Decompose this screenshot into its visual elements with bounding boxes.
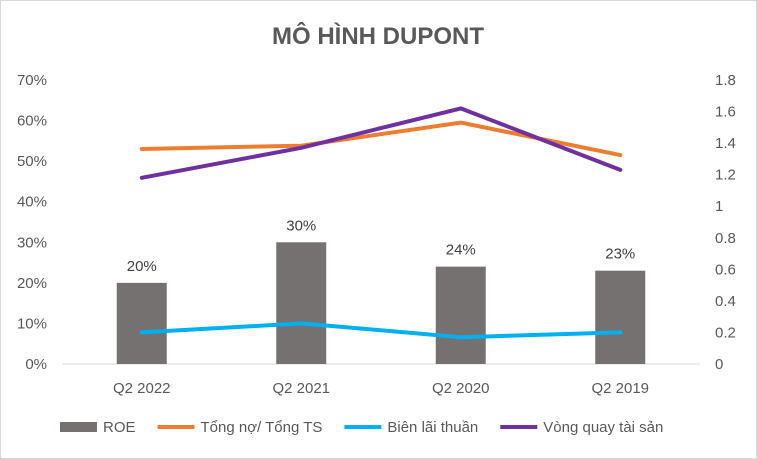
roe-bars: 20% 30% 24% 23% <box>116 217 646 364</box>
right-tick-label: 1.2 <box>715 167 736 184</box>
chart-title: MÔ HÌNH DUPONT <box>272 22 484 50</box>
right-tick-label: 0 <box>715 356 723 373</box>
line-series <box>139 106 623 340</box>
left-tick-label: 30% <box>17 234 47 251</box>
x-axis-ticks: Q2 2022 Q2 2021 Q2 2020 Q2 2019 <box>113 380 649 397</box>
legend-label: Tổng nợ/ Tổng TS <box>201 419 323 436</box>
left-axis-ticks: 0% 10% 20% 30% 40% 50% 60% 70% <box>17 72 47 373</box>
legend-label: Vòng quay tài sản <box>543 419 663 436</box>
right-tick-label: 0.8 <box>715 230 736 247</box>
legend-swatch-bar <box>60 422 97 432</box>
roe-data-label: 20% <box>127 258 157 275</box>
right-tick-label: 1 <box>715 198 723 215</box>
x-tick-label: Q2 2020 <box>432 380 490 397</box>
line-vong-quay-tai-san <box>139 106 623 180</box>
right-tick-label: 0.4 <box>715 293 736 310</box>
left-tick-label: 50% <box>17 153 47 170</box>
line-bien-lai-thuan <box>139 321 623 340</box>
x-tick-label: Q2 2022 <box>113 380 171 397</box>
right-tick-label: 1.4 <box>715 135 736 152</box>
left-tick-label: 60% <box>17 113 47 130</box>
legend-label: Biên lãi thuần <box>387 419 478 436</box>
left-tick-label: 40% <box>17 194 47 211</box>
roe-data-label: 24% <box>446 242 476 259</box>
left-tick-label: 0% <box>25 356 47 373</box>
left-tick-label: 10% <box>17 315 47 332</box>
roe-bar <box>116 282 167 364</box>
roe-bar <box>435 266 486 364</box>
roe-data-label: 23% <box>605 246 635 263</box>
roe-bar <box>595 270 646 364</box>
left-tick-label: 20% <box>17 275 47 292</box>
right-tick-label: 1.8 <box>715 72 736 89</box>
right-axis-ticks: 0 0.2 0.4 0.6 0.8 1 1.2 1.4 1.6 1.8 <box>715 72 736 373</box>
roe-bar <box>276 242 327 364</box>
legend-label: ROE <box>103 419 136 436</box>
left-tick-label: 70% <box>17 72 47 89</box>
right-tick-label: 0.2 <box>715 324 736 341</box>
x-tick-label: Q2 2021 <box>272 380 330 397</box>
right-tick-label: 1.6 <box>715 104 736 121</box>
legend: ROE Tổng nợ/ Tổng TS Biên lãi thuần Vòng qu… <box>60 419 663 436</box>
right-tick-label: 0.6 <box>715 261 736 278</box>
x-tick-label: Q2 2019 <box>591 380 649 397</box>
roe-data-label: 30% <box>286 217 316 234</box>
